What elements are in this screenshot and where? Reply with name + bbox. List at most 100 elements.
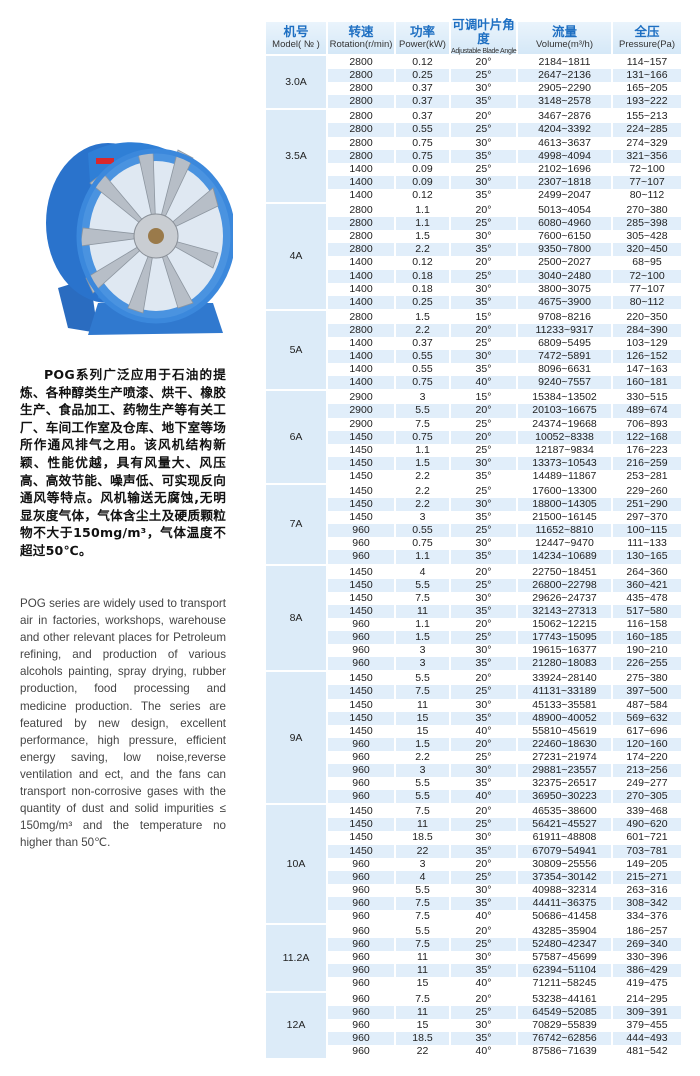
- model-group: 5A 2800 1.5 15° 9708~8216 220~350 2800 2.2 20° 11…: [266, 310, 686, 390]
- pressure-cell: 155~213: [626, 110, 668, 123]
- rotation-cell: 2800: [328, 217, 394, 231]
- blade-angle-cell: 25°: [451, 870, 516, 884]
- table-row: 960 4 25° 37354~30142 215~271: [328, 870, 686, 884]
- pressure-cell: 220~350: [626, 310, 668, 323]
- power-cell: 0.75: [396, 430, 449, 444]
- model-cell: 5A: [266, 310, 326, 390]
- table-row: 1450 2.2 30° 18800~14305 251~290: [328, 498, 686, 512]
- rotation-cell: 1400: [328, 269, 394, 283]
- header-en: Power(kW): [399, 39, 446, 50]
- pressure-cell: 147~163: [626, 363, 668, 376]
- rotation-cell: 2800: [349, 310, 373, 323]
- table-row: 1450 15 35° 48900~40052 569~632: [328, 711, 686, 725]
- table-row: 1450 5.5 20° 33924~28140 275~380: [328, 672, 686, 685]
- rotation-cell: 1450: [328, 430, 394, 444]
- blade-angle-cell: 30°: [475, 82, 492, 95]
- rotation-cell: 2900: [349, 417, 373, 430]
- pressure-cell: 321~356: [613, 149, 681, 163]
- rotation-cell: 2800: [349, 204, 373, 217]
- model-group: 3.5A 2800 0.37 20° 3467~2876 155~213 2800 0.55 2…: [266, 110, 686, 203]
- rotation-cell: 2900: [328, 404, 394, 418]
- model-group: 4A 2800 1.1 20° 5013~4054 270~380 2800 1.1 25° 60…: [266, 204, 686, 309]
- power-cell: 2.2: [415, 485, 430, 497]
- header-zh: 功率: [409, 24, 435, 39]
- table-row: 1450 5.5 25° 26800~22798 360~421: [328, 578, 686, 592]
- volume-cell: 12447~9470: [535, 537, 594, 550]
- model-cell: 11.2A: [266, 925, 326, 991]
- pressure-cell: 601~721: [626, 831, 668, 844]
- rotation-cell: 1400: [328, 175, 394, 189]
- rotation-cell: 1450: [349, 698, 373, 711]
- rotation-cell: 2800: [328, 95, 394, 109]
- pressure-cell: 517~580: [613, 604, 681, 618]
- pressure-cell: 186~257: [626, 925, 668, 938]
- rotation-cell: 1450: [328, 818, 394, 832]
- volume-cell: 46535~38600: [532, 805, 597, 818]
- pressure-cell: 100~115: [613, 524, 681, 538]
- pressure-cell: 215~271: [613, 870, 681, 884]
- rotation-cell: 960: [352, 617, 370, 630]
- blade-angle-cell: 20°: [475, 992, 492, 1005]
- table-row: 960 11 25° 64549~52085 309~391: [328, 1005, 686, 1019]
- table-row: 1450 11 25° 56421~45527 490~620: [328, 818, 686, 832]
- power-cell: 0.18: [396, 269, 449, 283]
- rotation-cell: 960: [352, 777, 370, 790]
- header-en: Pressure(Pa): [619, 39, 675, 50]
- table-row: 1400 0.18 25° 3040~2480 72~100: [328, 269, 686, 283]
- power-cell: 15: [416, 724, 429, 737]
- rotation-cell: 2800: [349, 56, 373, 68]
- blade-angle-cell: 25°: [451, 578, 516, 592]
- blade-angle-cell: 20°: [475, 857, 492, 870]
- volume-cell: 6080~4960: [518, 217, 611, 231]
- pressure-cell: 330~396: [626, 951, 668, 964]
- blade-angle-cell: 30°: [475, 644, 492, 657]
- rotation-cell: 2800: [349, 110, 373, 123]
- volume-cell: 30809~25556: [532, 857, 597, 870]
- volume-cell: 3800~3075: [538, 282, 591, 295]
- blade-angle-cell: 35°: [475, 188, 492, 201]
- blade-angle-cell: 40°: [475, 910, 492, 922]
- blade-angle-cell: 30°: [451, 763, 516, 778]
- power-cell: 7.5: [396, 896, 449, 910]
- blade-angle-cell: 30°: [475, 698, 492, 711]
- header-en: Model( № ): [272, 39, 320, 50]
- rotation-cell: 1450: [349, 443, 373, 456]
- pressure-cell: 80~112: [613, 295, 681, 309]
- rotation-cell: 1450: [349, 591, 373, 604]
- blade-angle-cell: 20°: [475, 617, 492, 630]
- power-cell: 0.25: [396, 69, 449, 83]
- volume-cell: 32143~27313: [518, 604, 611, 618]
- volume-cell: 9708~8216: [538, 310, 591, 323]
- blade-angle-cell: 30°: [475, 282, 492, 295]
- power-cell: 0.75: [396, 376, 449, 390]
- volume-cell: 15384~13502: [532, 391, 597, 404]
- table-row: 1400 0.12 35° 2499~2047 80~112: [328, 189, 686, 202]
- rotation-cell: 2800: [349, 136, 373, 149]
- volume-cell: 14489~11867: [532, 469, 597, 482]
- header-en: Rotation(r/min): [329, 39, 393, 50]
- power-cell: 22: [416, 1044, 429, 1057]
- blade-angle-cell: 35°: [475, 363, 492, 376]
- table-row: 1450 22 35° 67079~54941 703~781: [328, 844, 686, 858]
- blade-angle-cell: 40°: [475, 1044, 492, 1057]
- blade-angle-cell: 40°: [475, 724, 492, 737]
- blade-angle-cell: 35°: [475, 777, 492, 790]
- rotation-cell: 2800: [328, 123, 394, 137]
- header-model: 机号 Model( № ): [266, 22, 326, 54]
- table-row: 2900 7.5 25° 24374~19668 706~893: [328, 418, 686, 431]
- volume-cell: 76742~62856: [518, 1031, 611, 1045]
- table-row: 1450 2.2 35° 14489~11867 253~281: [328, 470, 686, 483]
- table-row: 960 5.5 30° 40988~32314 263~316: [328, 884, 686, 897]
- pressure-cell: 77~107: [629, 282, 665, 295]
- blade-angle-cell: 30°: [475, 831, 492, 844]
- group-rows: 2800 0.12 20° 2184~1811 114~157 2800 0.25 25° 26…: [328, 56, 686, 109]
- table-header: 机号 Model( № ) 转速 Rotation(r/min) 功率 Power(k…: [266, 18, 686, 55]
- pressure-cell: 174~220: [626, 750, 668, 763]
- pressure-cell: 226~255: [613, 657, 681, 671]
- group-rows: 1450 5.5 20° 33924~28140 275~380 1450 7.5 25° 41…: [328, 672, 686, 804]
- rotation-cell: 960: [352, 951, 370, 964]
- power-cell: 18.5: [396, 1031, 449, 1045]
- pressure-cell: 284~390: [613, 323, 681, 337]
- blade-angle-cell: 30°: [475, 951, 492, 964]
- pressure-cell: 126~152: [613, 350, 681, 364]
